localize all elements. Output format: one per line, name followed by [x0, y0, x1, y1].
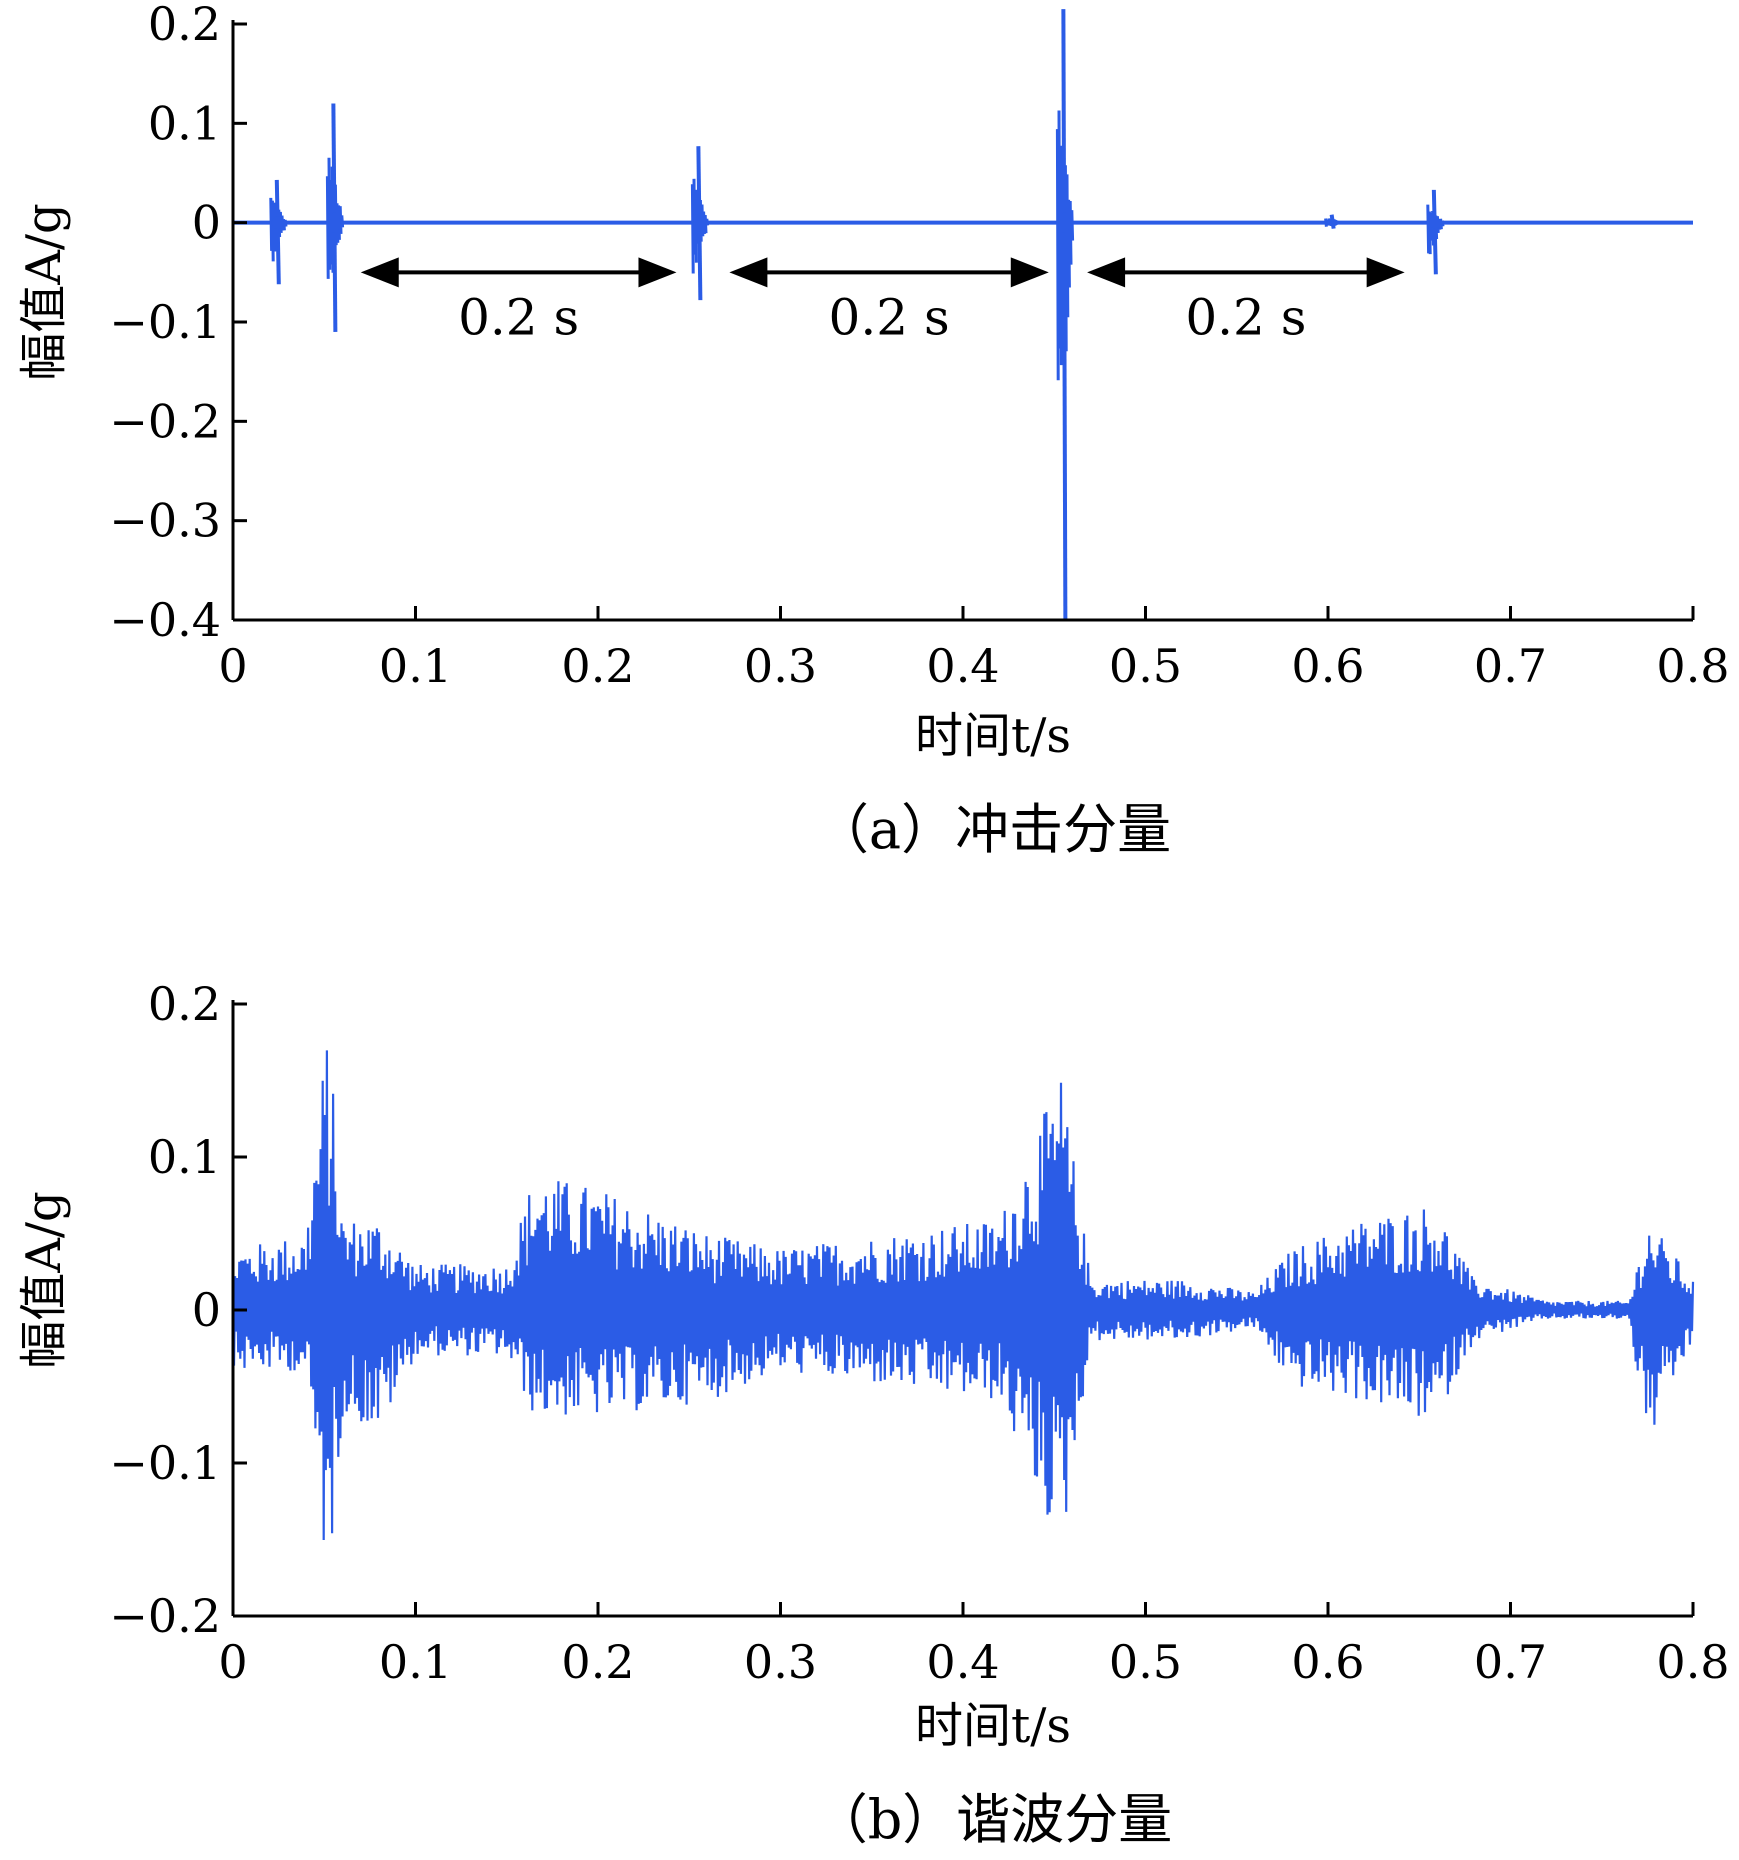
- arrow-head-left: [1087, 257, 1126, 288]
- interval-annotation: 0.2 s: [729, 257, 1049, 346]
- x-tick-label: 0.6: [1291, 1635, 1364, 1689]
- y-tick-label: −0.3: [109, 494, 221, 548]
- x-tick-label: 0: [218, 639, 247, 693]
- x-axis-title: 时间t/s: [915, 708, 1071, 764]
- interval-label: 0.2 s: [829, 288, 950, 346]
- x-tick-label: 0.7: [1474, 1635, 1547, 1689]
- y-tick-label: −0.2: [109, 1589, 221, 1643]
- interval-annotation: 0.2 s: [1087, 257, 1405, 346]
- y-axis-title: 幅值A/g: [16, 203, 72, 381]
- signal-series: [233, 9, 1693, 621]
- x-tick-label: 0.1: [379, 639, 452, 693]
- x-tick-label: 0.4: [926, 639, 999, 693]
- impulse-ringing: [1055, 110, 1075, 381]
- impulse-blob: [693, 213, 706, 232]
- y-axis-title: 幅值A/g: [16, 1191, 72, 1369]
- panel-caption: （a）冲击分量: [815, 798, 1171, 861]
- y-tick-label: 0: [192, 196, 221, 250]
- impulse-blob: [1058, 212, 1071, 233]
- arrow-head-left: [360, 257, 399, 288]
- x-tick-label: 0.7: [1474, 639, 1547, 693]
- signal-series: [231, 1050, 1695, 1541]
- y-tick-label: 0.2: [148, 977, 221, 1031]
- y-tick-label: 0.1: [148, 1130, 221, 1184]
- panel-a-impulse-component: 0 0.1 0.2 0.3 0.4 0.5 0.6 0.7 0.8 0.2 0.1 0 −0.1 −0.2…: [16, 0, 1730, 861]
- x-tick-label: 0.1: [379, 1635, 452, 1689]
- x-tick-label: 0.2: [561, 1635, 634, 1689]
- x-tick-label: 0.3: [744, 639, 817, 693]
- x-tick-label: 0.6: [1291, 639, 1364, 693]
- impulse-blob: [1326, 219, 1339, 227]
- x-tick-label: 0.2: [561, 639, 634, 693]
- interval-label: 0.2 s: [1185, 288, 1306, 346]
- y-tick-label: 0.2: [148, 0, 221, 51]
- impulse-blob: [271, 216, 284, 230]
- x-tick-label: 0.5: [1109, 639, 1182, 693]
- x-tick-label: 0.3: [744, 1635, 817, 1689]
- panel-caption: （b）谐波分量: [814, 1788, 1173, 1851]
- x-tick-label: 0.4: [926, 1635, 999, 1689]
- interval-label: 0.2 s: [458, 288, 579, 346]
- x-tick-label: 0.8: [1656, 639, 1729, 693]
- y-tick-label: −0.4: [109, 593, 221, 647]
- arrow-head-right: [1366, 257, 1405, 288]
- y-tick-label: 0.1: [148, 96, 221, 150]
- panel-b-harmonic-component: 0 0.1 0.2 0.3 0.4 0.5 0.6 0.7 0.8 0.2 0.1 0 −0.1 −0.2…: [16, 977, 1730, 1851]
- x-tick-label: 0.5: [1109, 1635, 1182, 1689]
- impulse-blob: [328, 212, 341, 233]
- x-tick-label: 0.8: [1656, 1635, 1729, 1689]
- x-axis-title: 时间t/s: [915, 1698, 1071, 1754]
- x-tick-label: 0: [218, 1635, 247, 1689]
- arrow-head-left: [729, 257, 768, 288]
- y-tick-label: 0: [192, 1283, 221, 1337]
- y-tick-label: −0.1: [109, 1436, 221, 1490]
- y-tick-label: −0.2: [109, 394, 221, 448]
- interval-annotation: 0.2 s: [360, 257, 677, 346]
- arrow-head-right: [1010, 257, 1049, 288]
- impulse-blob: [1428, 217, 1441, 229]
- y-tick-label: −0.1: [109, 295, 221, 349]
- arrow-head-right: [638, 257, 677, 288]
- harmonic-waveform: [231, 1050, 1695, 1541]
